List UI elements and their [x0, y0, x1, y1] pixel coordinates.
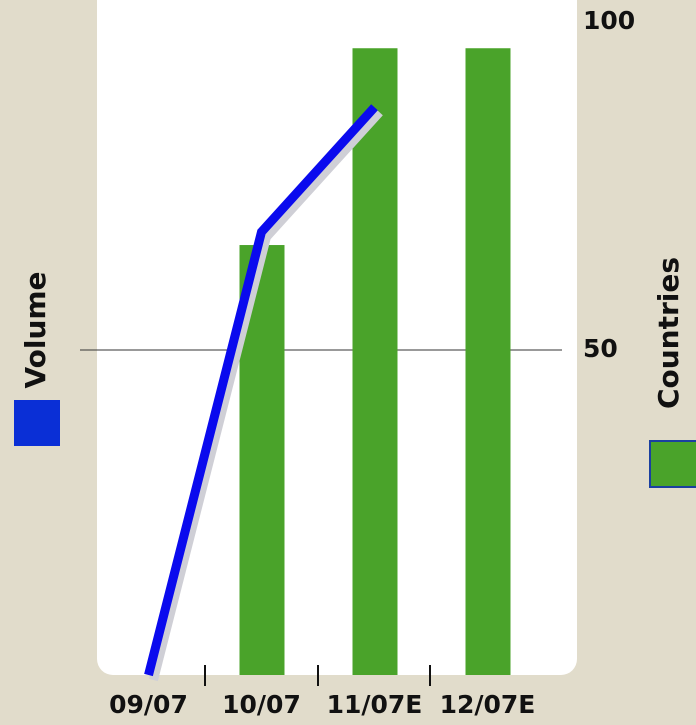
- bar: [465, 48, 511, 676]
- legend-swatch: [14, 400, 60, 446]
- x-tick-label: 12/07E: [440, 690, 536, 719]
- legend-swatch: [649, 440, 696, 488]
- legend-label: Countries: [652, 257, 685, 409]
- legend-item: Countries: [649, 257, 696, 488]
- x-tick-label: 10/07: [222, 690, 301, 719]
- y-tick-label: 100: [583, 6, 635, 35]
- plot-area: [97, 0, 577, 675]
- x-tick-label: 09/07: [109, 690, 188, 719]
- legend-item: Volume: [14, 271, 60, 446]
- y-tick-label: 50: [583, 334, 618, 363]
- x-tick-label: 11/07E: [327, 690, 423, 719]
- legend-label: Volume: [19, 271, 52, 388]
- line: [144, 104, 378, 677]
- line-shadow: [149, 109, 383, 682]
- bar: [352, 48, 398, 676]
